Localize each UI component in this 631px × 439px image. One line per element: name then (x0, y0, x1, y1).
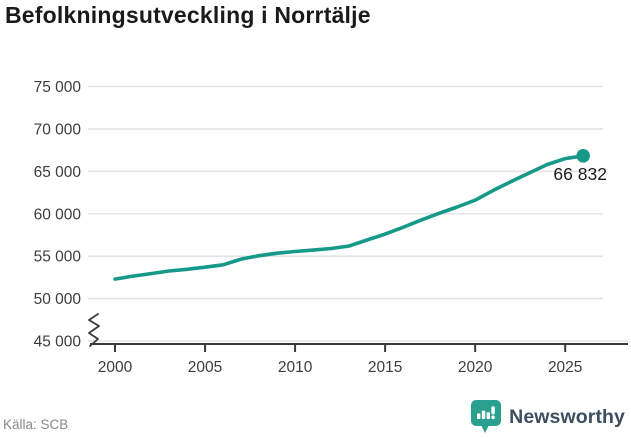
chart-title: Befolkningsutveckling i Norrtälje (5, 2, 371, 28)
y-tick-label: 70 000 (34, 121, 82, 138)
axis-break-icon (88, 313, 100, 347)
y-tick-label: 75 000 (34, 79, 82, 96)
y-tick-label: 60 000 (34, 206, 82, 223)
population-line (113, 154, 586, 281)
y-tick-label: 65 000 (34, 164, 82, 181)
y-tick-label: 45 000 (34, 334, 82, 351)
newsworthy-logo-icon (471, 400, 502, 433)
x-tick-label: 2005 (188, 359, 222, 376)
x-tick-label: 2000 (98, 359, 133, 376)
x-tick-label: 2010 (278, 359, 313, 376)
newsworthy-logo-text: Newsworthy (509, 405, 625, 428)
x-tick-label: 2025 (548, 359, 582, 376)
newsworthy-logo[interactable]: Newsworthy (471, 400, 625, 434)
end-value-label: 66 832 (553, 164, 607, 184)
y-tick-label: 55 000 (34, 249, 82, 266)
x-tick-label: 2015 (368, 359, 402, 376)
x-tick-label: 2020 (458, 359, 493, 376)
y-tick-label: 50 000 (34, 291, 82, 308)
end-point-dot (576, 148, 590, 163)
source-label: Källa: SCB (3, 417, 69, 432)
